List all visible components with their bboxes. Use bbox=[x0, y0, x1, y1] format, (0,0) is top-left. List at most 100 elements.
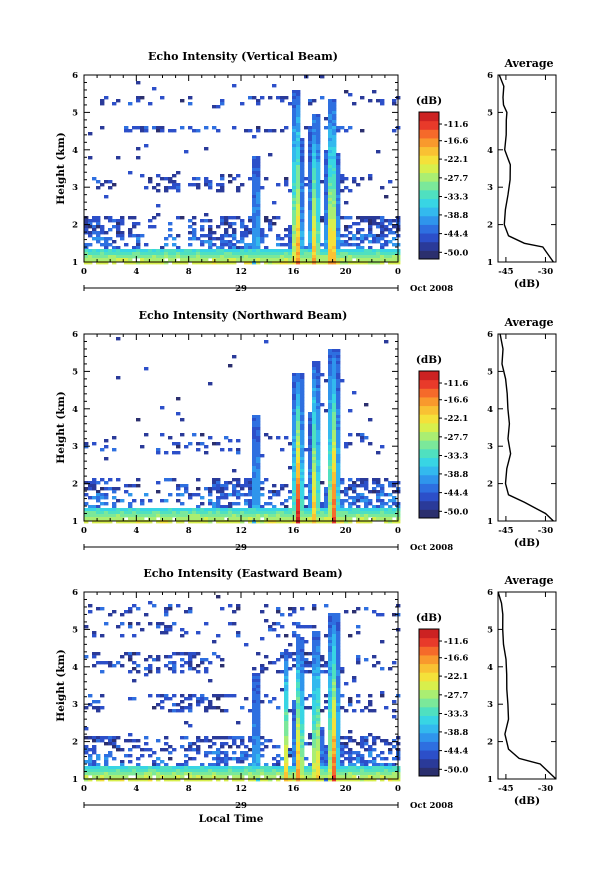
heatmap-cell bbox=[276, 706, 281, 710]
heatmap-cell bbox=[252, 487, 257, 491]
heatmap-cell bbox=[272, 216, 277, 220]
heatmap-cell bbox=[336, 352, 341, 356]
heatmap-cell bbox=[316, 192, 321, 196]
heatmap-cell bbox=[88, 484, 93, 488]
heatmap-cell bbox=[120, 231, 125, 235]
heatmap-cell bbox=[356, 496, 361, 500]
colorbar-swatch bbox=[419, 198, 439, 208]
heatmap-cell bbox=[384, 511, 389, 515]
heatmap-cell bbox=[316, 463, 321, 467]
heatmap-cell bbox=[276, 772, 281, 776]
heatmap-cell bbox=[392, 481, 397, 485]
heatmap-cell bbox=[312, 511, 317, 515]
heatmap-cell bbox=[236, 502, 241, 506]
heatmap-cell bbox=[104, 742, 109, 746]
heatmap-cell bbox=[140, 628, 145, 632]
heatmap-cell bbox=[312, 646, 317, 650]
heatmap-cell bbox=[336, 159, 341, 163]
heatmap-cell bbox=[332, 258, 337, 262]
heatmap-cell bbox=[356, 514, 361, 518]
heatmap-cell bbox=[280, 775, 285, 779]
heatmap-cell bbox=[268, 628, 273, 632]
heatmap-cell bbox=[344, 228, 349, 232]
heatmap-cell bbox=[160, 511, 165, 515]
heatmap-cell bbox=[224, 751, 229, 755]
heatmap-cell bbox=[300, 772, 305, 776]
heatmap-cell bbox=[112, 225, 117, 229]
heatmap-cell bbox=[292, 261, 297, 265]
heatmap-cell bbox=[92, 766, 97, 770]
heatmap-cell bbox=[360, 129, 365, 133]
heatmap-cell bbox=[324, 409, 329, 413]
heatmap-cell bbox=[176, 189, 181, 193]
heatmap-cell bbox=[156, 667, 161, 671]
heatmap-cell bbox=[316, 475, 321, 479]
heatmap-cell bbox=[312, 243, 317, 247]
heatmap-cell bbox=[264, 255, 269, 259]
heatmap-cell bbox=[212, 478, 217, 482]
heatmap-cell bbox=[212, 511, 217, 515]
heatmap-cell bbox=[276, 96, 281, 100]
heatmap-cell bbox=[308, 228, 313, 232]
heatmap-cell bbox=[84, 252, 89, 256]
heatmap-cell bbox=[88, 225, 93, 229]
heatmap-cell bbox=[328, 415, 333, 419]
heatmap-cell bbox=[256, 207, 261, 211]
heatmap-cell bbox=[288, 261, 293, 265]
heatmap-cell bbox=[336, 742, 341, 746]
heatmap-cell bbox=[120, 216, 125, 220]
heatmap-cell bbox=[312, 649, 317, 653]
heatmap-cell bbox=[268, 511, 273, 515]
heatmap-cell bbox=[316, 141, 321, 145]
heatmap-cell bbox=[168, 655, 173, 659]
heatmap-cell bbox=[364, 760, 369, 764]
heatmap-cell bbox=[304, 261, 309, 265]
heatmap-cell bbox=[364, 496, 369, 500]
heatmap-cell bbox=[292, 475, 297, 479]
heatmap-cell bbox=[296, 745, 301, 749]
heatmap-cell bbox=[332, 138, 337, 142]
heatmap-cell bbox=[92, 745, 97, 749]
heatmap-cell bbox=[188, 742, 193, 746]
heatmap-cell bbox=[316, 763, 321, 767]
heatmap-cell bbox=[232, 769, 237, 773]
heatmap-cell bbox=[328, 670, 333, 674]
heatmap-cell bbox=[148, 499, 153, 503]
heatmap-cell bbox=[300, 231, 305, 235]
heatmap-cell bbox=[332, 147, 337, 151]
heatmap-cell bbox=[220, 694, 225, 698]
heatmap-cell bbox=[328, 733, 333, 737]
heatmap-cell bbox=[332, 703, 337, 707]
panel-title: Echo Intensity (Eastward Beam) bbox=[143, 567, 342, 580]
colorbar-unit-label: (dB) bbox=[416, 612, 442, 624]
heatmap-cell bbox=[340, 505, 345, 509]
heatmap-cell bbox=[192, 237, 197, 241]
heatmap-cell bbox=[312, 460, 317, 464]
heatmap-cell bbox=[308, 126, 313, 130]
heatmap-cell bbox=[104, 511, 109, 515]
heatmap-cell bbox=[212, 442, 217, 446]
heatmap-cell bbox=[368, 514, 373, 518]
heatmap-cell bbox=[320, 180, 325, 184]
heatmap-cell bbox=[204, 706, 209, 710]
heatmap-cell bbox=[220, 487, 225, 491]
heatmap-cell bbox=[216, 706, 221, 710]
heatmap-cell bbox=[172, 255, 177, 259]
heatmap-cell bbox=[336, 207, 341, 211]
heatmap-cell bbox=[100, 508, 105, 512]
heatmap-cell bbox=[136, 240, 141, 244]
heatmap-cell bbox=[256, 496, 261, 500]
heatmap-cell bbox=[292, 183, 297, 187]
heatmap-cell bbox=[352, 508, 357, 512]
heatmap-cell bbox=[392, 745, 397, 749]
heatmap-cell bbox=[116, 252, 121, 256]
heatmap-cell bbox=[392, 508, 397, 512]
heatmap-cell bbox=[324, 766, 329, 770]
heatmap-cell bbox=[252, 493, 257, 497]
heatmap-cell bbox=[224, 505, 229, 509]
heatmap-cell bbox=[388, 481, 393, 485]
heatmap-cell bbox=[340, 775, 345, 779]
heatmap-cell bbox=[228, 225, 233, 229]
heatmap-cell bbox=[308, 433, 313, 437]
heatmap-cell bbox=[300, 466, 305, 470]
